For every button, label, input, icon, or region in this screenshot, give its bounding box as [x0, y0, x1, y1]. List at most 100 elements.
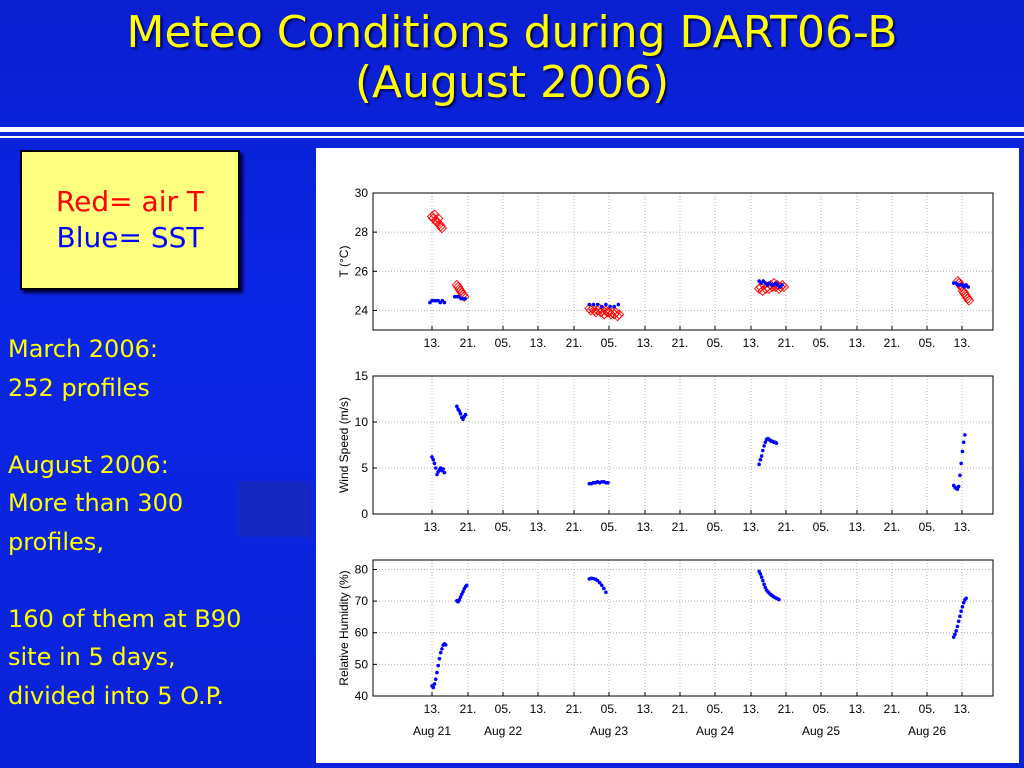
data-point: [762, 444, 766, 448]
y-tick-label: 0: [361, 507, 368, 521]
x-tick-label: 13.: [530, 336, 547, 350]
data-point: [762, 582, 766, 587]
series-1: [430, 404, 967, 491]
legend-box: Red= air T Blue= SST: [20, 150, 240, 290]
x-tick-label: 21.: [778, 520, 795, 534]
data-point: [780, 283, 784, 287]
data-point: [763, 440, 768, 445]
data-point: [959, 461, 963, 466]
x-tick-label: 21.: [672, 702, 689, 716]
data-point-air-temp: [602, 307, 613, 318]
x-tick-label: 13.: [743, 520, 760, 534]
y-tick-label: 28: [355, 225, 369, 239]
data-point: [761, 578, 765, 583]
note-line: divided into 5 O.P.: [8, 681, 225, 710]
data-point: [961, 440, 966, 445]
data-point: [761, 448, 765, 453]
x-tick-label: 13.: [637, 702, 654, 716]
data-point: [435, 670, 439, 675]
data-point: [964, 596, 968, 601]
x-tick-label: 05.: [919, 520, 936, 534]
data-point: [774, 441, 779, 445]
y-axis-label: Relative Humidity (%): [337, 570, 351, 685]
axes-frame: [372, 559, 994, 697]
data-point: [599, 304, 604, 309]
data-point: [955, 624, 960, 629]
data-point: [430, 455, 434, 459]
data-point: [599, 583, 604, 588]
data-point: [432, 682, 437, 686]
axes-frame: [372, 375, 994, 515]
y-tick-label: 70: [355, 594, 369, 608]
x-tick-label: 13.: [637, 336, 654, 350]
x-tick-label: 13.: [743, 336, 760, 350]
legend-air-temp: Red= air T: [55, 185, 204, 218]
data-point: [464, 583, 469, 588]
data-point: [606, 480, 610, 485]
slide-title-line1: Meteo Conditions during DART06-B: [126, 7, 898, 58]
x-tick-label: 21.: [778, 702, 795, 716]
y-tick-label: 10: [355, 415, 369, 429]
data-point: [966, 285, 971, 289]
data-point: [440, 647, 444, 651]
data-point: [457, 409, 462, 413]
data-point: [956, 484, 961, 489]
x-tick-label: 05.: [495, 336, 512, 350]
data-point: [956, 619, 961, 624]
x-tick-label: 05.: [601, 520, 618, 534]
data-point: [953, 632, 957, 637]
series-1: [430, 569, 968, 690]
note-line: 160 of them at B90: [8, 604, 242, 633]
x-tick-label: 05.: [707, 702, 724, 716]
x-tick-label: 21.: [460, 520, 477, 534]
data-point: [461, 417, 465, 422]
x-tick-label: 05.: [919, 702, 936, 716]
y-tick-label: 30: [355, 186, 369, 200]
data-point: [461, 589, 465, 594]
x-tick-label: 05.: [919, 336, 936, 350]
data-point: [959, 609, 963, 614]
data-point: [455, 404, 459, 409]
x-tick-label: 05.: [813, 702, 830, 716]
x-tick-label: 05.: [707, 336, 724, 350]
x-tick-label: 21.: [884, 336, 901, 350]
x-tick-label: 13.: [954, 520, 971, 534]
x-tick-label: 05.: [813, 520, 830, 534]
x-tick-label: 13.: [637, 520, 654, 534]
data-point: [437, 656, 442, 661]
data-point: [431, 457, 436, 462]
note-line: 252 profiles: [8, 373, 150, 402]
data-point: [457, 598, 462, 602]
plot-area: [373, 376, 993, 514]
data-point: [759, 454, 764, 458]
y-tick-label: 5: [361, 461, 368, 475]
x-tick-label: 21.: [672, 336, 689, 350]
x-tick-label: 13.: [743, 702, 760, 716]
data-point: [602, 586, 606, 591]
y-tick-label: 40: [355, 689, 369, 703]
data-point: [436, 663, 441, 668]
x-tick-label: 21.: [566, 336, 583, 350]
x-tick-label: 21.: [460, 702, 477, 716]
data-point: [443, 642, 448, 647]
data-point: [595, 302, 600, 307]
data-point: [433, 466, 438, 470]
y-tick-label: 50: [355, 657, 369, 671]
data-point: [458, 595, 463, 599]
day-label: Aug 25: [802, 724, 840, 738]
data-point: [604, 302, 608, 307]
data-point: [442, 300, 447, 305]
note-line: site in 5 days,: [8, 643, 176, 671]
data-point: [960, 605, 965, 609]
y-axis-label: T (°C): [337, 246, 351, 278]
data-point-air-temp: [614, 309, 625, 320]
data-point: [458, 411, 463, 416]
series-2: [428, 279, 971, 309]
legend-sst: Blue= SST: [56, 221, 204, 254]
data-point-air-temp: [610, 307, 621, 318]
note-line: August 2006:: [8, 450, 169, 479]
decorative-shade: [238, 481, 310, 537]
data-point: [432, 461, 437, 466]
y-axis-label: Wind Speed (m/s): [337, 397, 351, 493]
